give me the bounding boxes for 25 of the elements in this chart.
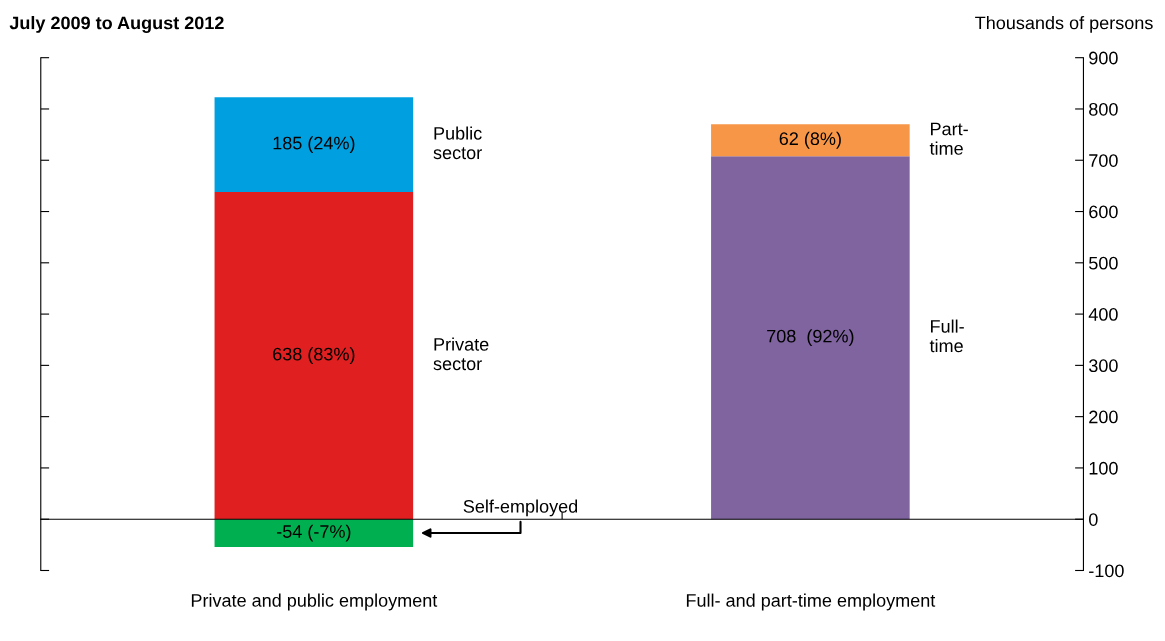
y-tick-label: 400: [1088, 308, 1118, 321]
y-tick-label: 800: [1089, 102, 1118, 116]
y-axis-title: Thousands of persons: [975, 16, 1153, 33]
data-label: 185 (24%): [273, 136, 355, 154]
y-tick-label: 500: [1089, 256, 1118, 270]
series-label: Public sector: [433, 126, 482, 160]
y-tick-label: 900: [1089, 51, 1118, 65]
series-label: Full-time: [929, 319, 964, 353]
data-label: -54 (-7%): [277, 524, 351, 542]
y-tick-label: 0: [1089, 513, 1098, 526]
y-tick-label: 200: [1089, 410, 1118, 424]
chart-title: July 2009 to August 2012: [9, 16, 224, 33]
data-label: 638 (83%): [273, 347, 355, 365]
y-tick-label: 300: [1089, 359, 1118, 373]
x-tick-label: Private and public employment: [191, 593, 438, 611]
y-tick-label: -100: [1089, 564, 1124, 578]
x-tick-label: Full- and part-time employment: [686, 593, 936, 611]
y-tick-label: 600: [1089, 205, 1118, 219]
text: Self-employed: [463, 499, 578, 517]
y-tick-label: 700: [1089, 154, 1118, 167]
series-label: Part-time: [929, 122, 968, 155]
y-tick-label: 100: [1089, 461, 1118, 475]
data-label: 708 (92%): [767, 329, 854, 347]
series-label: Private sector: [433, 337, 489, 371]
data-label: 62 (8%): [779, 131, 841, 149]
